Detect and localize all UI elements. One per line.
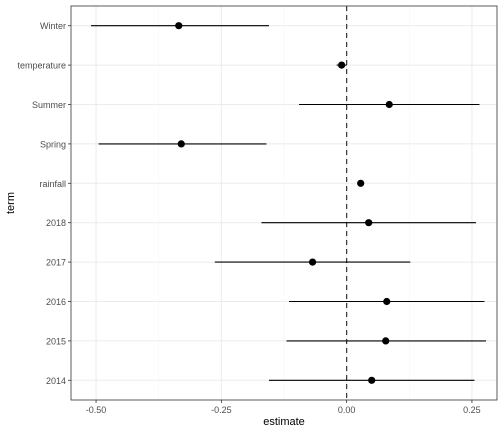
estimate-point — [177, 140, 185, 148]
x-axis-tick-labels: -0.50 -0.25 0.00 0.25 — [86, 405, 481, 415]
y-tick-label: 2014 — [46, 376, 66, 386]
y-tick-label: Spring — [40, 139, 66, 149]
estimate-points — [175, 22, 393, 384]
y-tick-label: temperature — [17, 61, 66, 71]
estimate-point — [308, 258, 317, 266]
panel-border — [70, 5, 498, 401]
estimate-point — [357, 179, 365, 187]
estimate-point — [365, 219, 373, 227]
grid-minor — [158, 6, 410, 400]
y-tick-label: 2018 — [46, 218, 66, 228]
x-tick-label: 0.25 — [463, 405, 481, 415]
y-tick-label: 2015 — [46, 336, 66, 346]
y-axis-title: term — [5, 192, 17, 214]
x-tick-label: 0.00 — [338, 405, 356, 415]
x-tick-label: -0.50 — [86, 405, 107, 415]
x-axis-title: estimate — [263, 416, 305, 428]
y-tick-label: rainfall — [39, 179, 66, 189]
estimate-point — [382, 337, 390, 345]
y-axis-ticks — [68, 25, 71, 381]
estimate-point — [368, 376, 376, 384]
estimate-point — [383, 297, 391, 306]
estimate-point — [385, 100, 393, 109]
x-tick-label: -0.25 — [211, 405, 232, 415]
y-tick-label: Winter — [40, 21, 66, 31]
y-tick-label: 2017 — [46, 258, 66, 268]
y-tick-label: 2016 — [46, 297, 66, 307]
x-axis-ticks — [95, 400, 473, 403]
y-tick-label: Summer — [32, 100, 66, 110]
estimate-point — [175, 22, 183, 30]
estimate-point — [338, 61, 346, 69]
y-axis-tick-labels: Winter temperature Summer Spring rainfall 201… — [17, 21, 66, 386]
